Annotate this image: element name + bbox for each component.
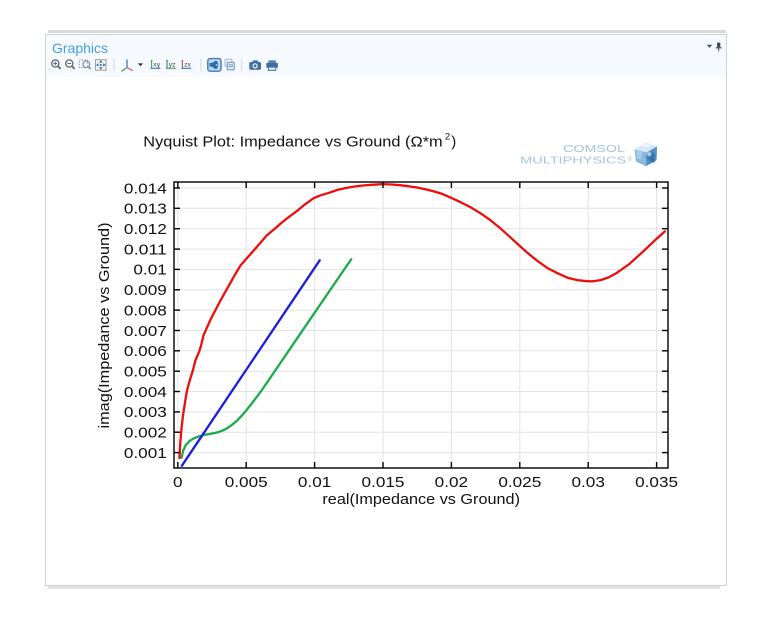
svg-text:0.006: 0.006 [124,343,167,360]
svg-text:real(Impedance vs Ground): real(Impedance vs Ground) [322,491,520,508]
svg-text:0.013: 0.013 [124,201,167,218]
svg-text:0.001: 0.001 [124,445,167,462]
svg-text:0.03: 0.03 [572,474,605,491]
svg-text:0.01: 0.01 [133,262,166,279]
svg-text:0.011: 0.011 [124,241,167,258]
svg-text:0.012: 0.012 [124,221,167,238]
svg-text:MULTIPHYSICS: MULTIPHYSICS [520,156,626,167]
svg-text:®: ® [628,155,633,163]
svg-text:0.004: 0.004 [124,384,167,401]
svg-text:yz: yz [169,61,176,68]
svg-text:0.035: 0.035 [635,474,678,491]
svg-text:imag(Impedance vs Ground): imag(Impedance vs Ground) [96,223,113,429]
svg-text:0.008: 0.008 [124,302,167,319]
svg-text:0.01: 0.01 [298,474,331,491]
svg-text:0.002: 0.002 [124,425,167,442]
svg-text:0.009: 0.009 [124,282,167,299]
svg-text:Nyquist Plot: Impedance vs Gro: Nyquist Plot: Impedance vs Ground (Ω*m [143,134,442,151]
svg-text:0.003: 0.003 [124,404,167,421]
svg-text:0: 0 [173,474,183,491]
svg-text:COMSOL: COMSOL [563,144,626,155]
svg-text:2: 2 [445,132,450,143]
svg-text:0.014: 0.014 [124,180,167,197]
svg-text:0.005: 0.005 [225,474,268,491]
svg-text:0.025: 0.025 [498,474,541,491]
svg-text:zx: zx [184,61,191,68]
svg-text:): ) [451,134,456,151]
svg-text:0.005: 0.005 [124,364,167,381]
svg-text:0.007: 0.007 [124,323,167,340]
svg-text:0.02: 0.02 [435,474,468,491]
svg-text:0.015: 0.015 [362,474,405,491]
svg-text:xy: xy [153,61,160,68]
